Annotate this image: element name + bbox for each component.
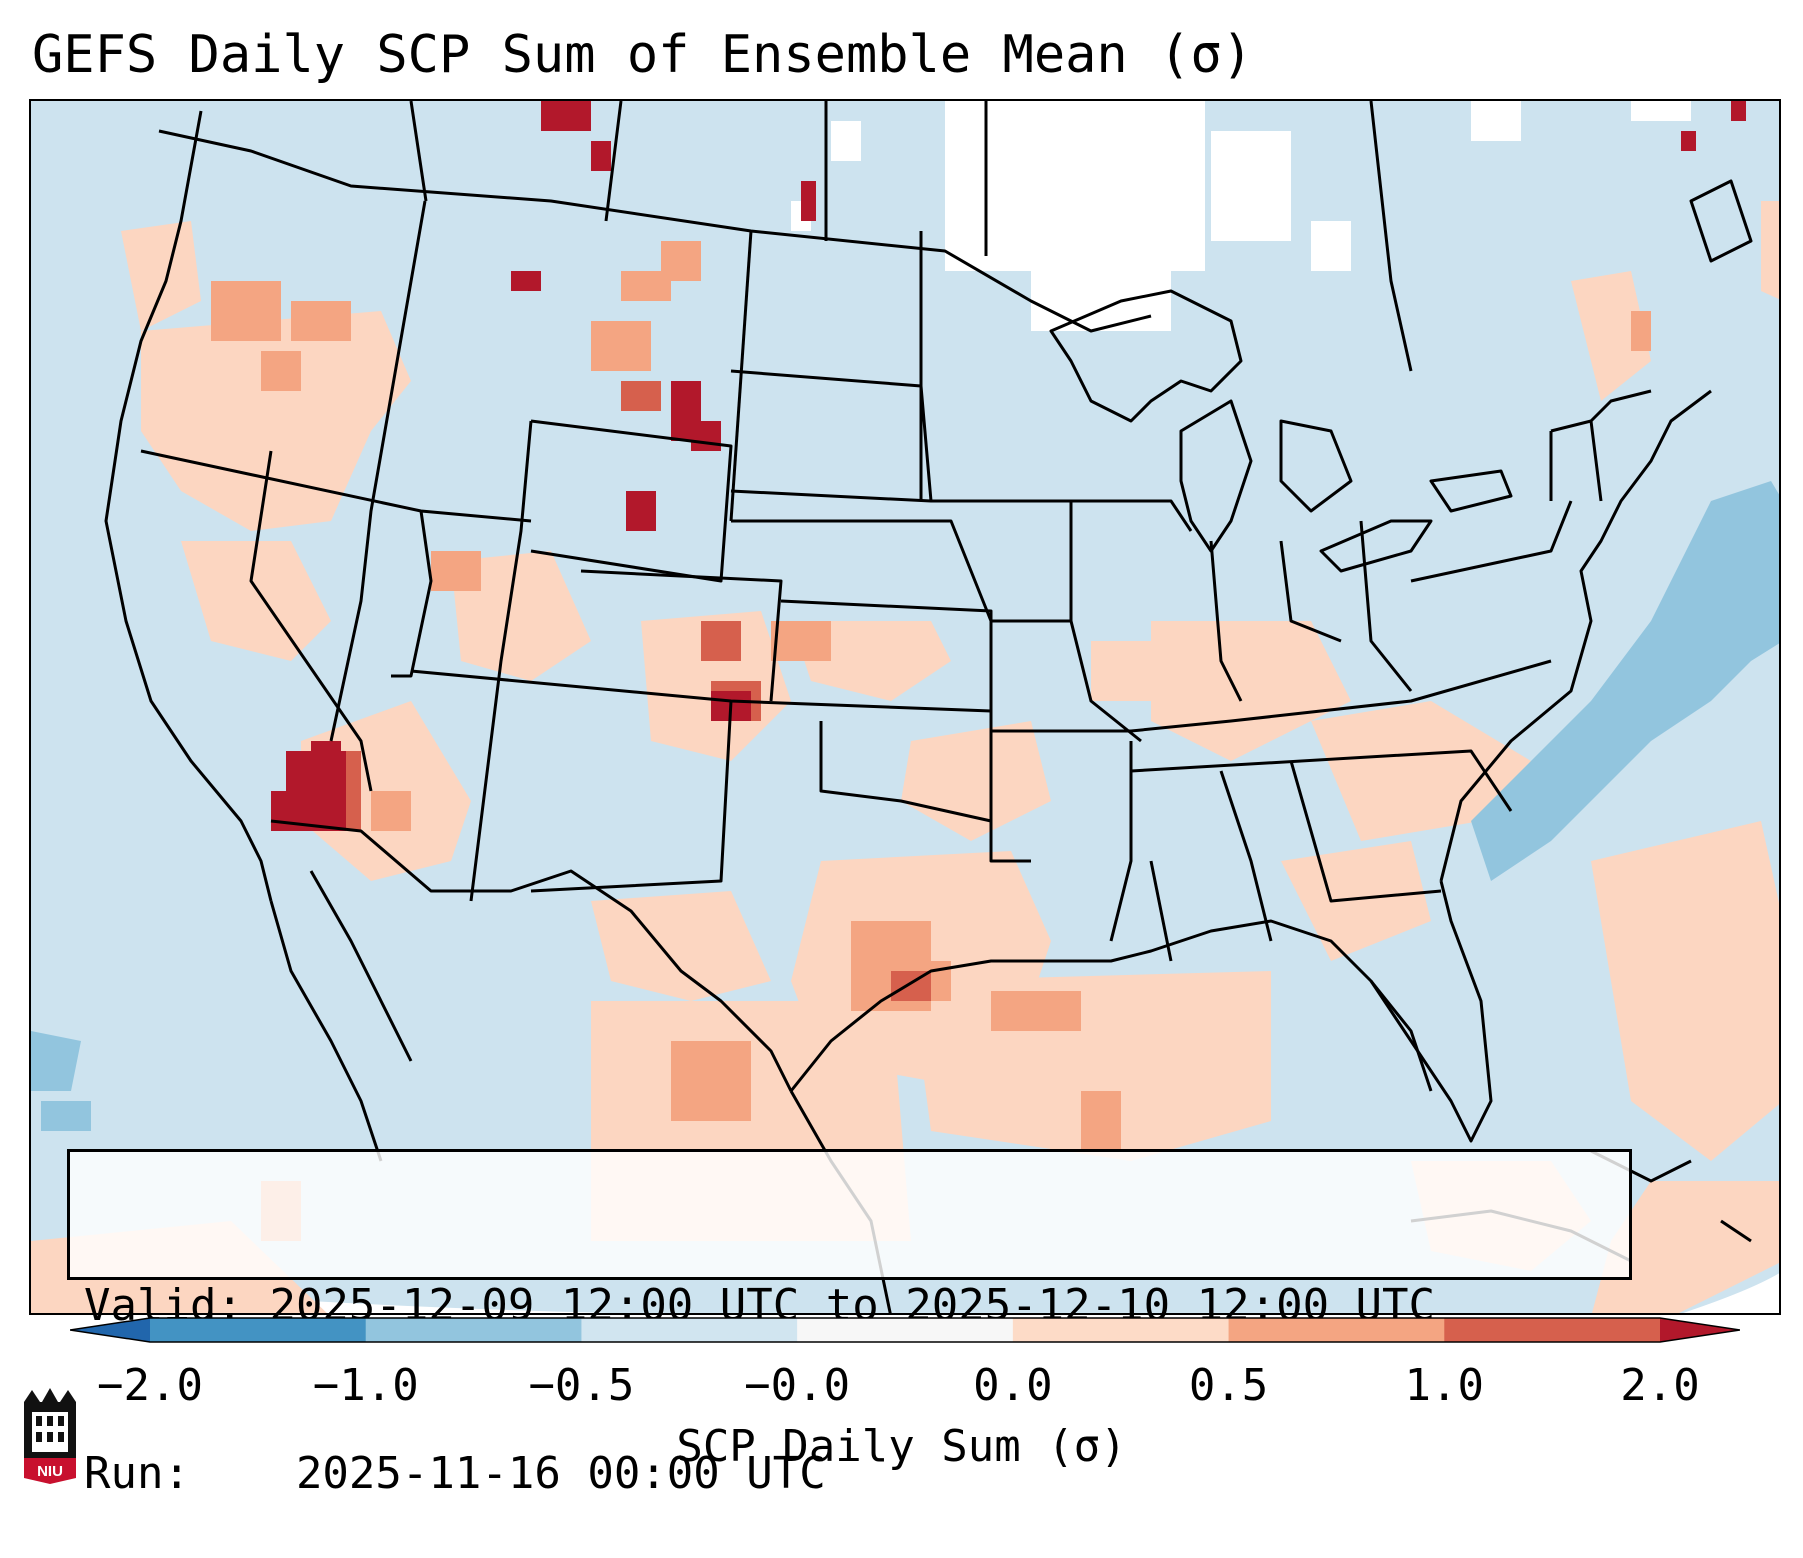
colorbar-under-arrow [70,1318,150,1342]
boundaries [104,101,1753,1313]
florida-coastline [1369,880,1493,1143]
colorbar [69,1316,1741,1344]
lake-huron [1279,419,1353,513]
lake-ontario [1429,469,1513,513]
niu-logo-text: NIU [37,1463,63,1480]
niu-logo: NIU [20,1388,80,1484]
niu-logo-icon [24,1388,76,1484]
colorbar-tick-label: 0.5 [1188,1360,1269,1411]
colorbar-tick-label: 1.0 [1404,1360,1485,1411]
colorbar-tick-label: −0.0 [744,1360,851,1411]
colorbar-tick-label: 2.0 [1620,1360,1700,1411]
us-mexico-border [270,819,793,1092]
run-row: Run: 2025-11-16 00:00 UTC [84,1446,1615,1502]
valid-time-box: Valid: 2025-12-09 12:00 UTC to 2025-12-1… [67,1149,1632,1499]
colorbar-bin [365,1318,582,1342]
lake-erie [1319,519,1433,573]
colorbar-bin [581,1318,798,1342]
colorbar-ticks: −2.0 −1.0 −0.5 −0.0 0.0 0.5 1.0 2.0 [0,1360,1803,1420]
colorbar-tick-label: −2.0 [97,1360,203,1411]
colorbar-over-arrow [1660,1318,1740,1342]
gulf-of-california [309,870,413,1062]
map-canvas [31,101,1779,1313]
gulf-coastline [789,919,1433,1092]
lake-michigan [1179,399,1253,553]
colorbar-bin [1012,1318,1230,1342]
colorbar-tick-label: −1.0 [312,1360,419,1411]
colorbar-bin [797,1318,1014,1342]
run-value: 2025-11-16 00:00 UTC [295,1448,826,1499]
baja-coastline [269,900,383,1162]
lake-superior [1049,289,1243,423]
colorbar-bin [1444,1318,1661,1342]
map-title: GEFS Daily SCP Sum of Ensemble Mean (σ) [32,25,1253,85]
colorbar-bin [150,1318,367,1342]
atlantic-coastline [1439,389,1712,882]
no-data-patches [791,101,1691,331]
pacific-coastline [104,110,273,902]
run-label: Run: [84,1448,190,1499]
colorbar-label: SCP Daily Sum (σ) [676,1421,1127,1472]
anomaly-negative [31,481,1779,1131]
colorbar-bin [1228,1318,1445,1342]
projection-edge [1683,1273,1779,1313]
colorbar-svg [69,1317,1741,1343]
anomaly-above-2 [271,101,1746,831]
colorbar-tick-label: −0.5 [528,1360,635,1411]
map-panel [29,99,1781,1315]
colorbar-tick-label: 0.0 [973,1360,1053,1411]
